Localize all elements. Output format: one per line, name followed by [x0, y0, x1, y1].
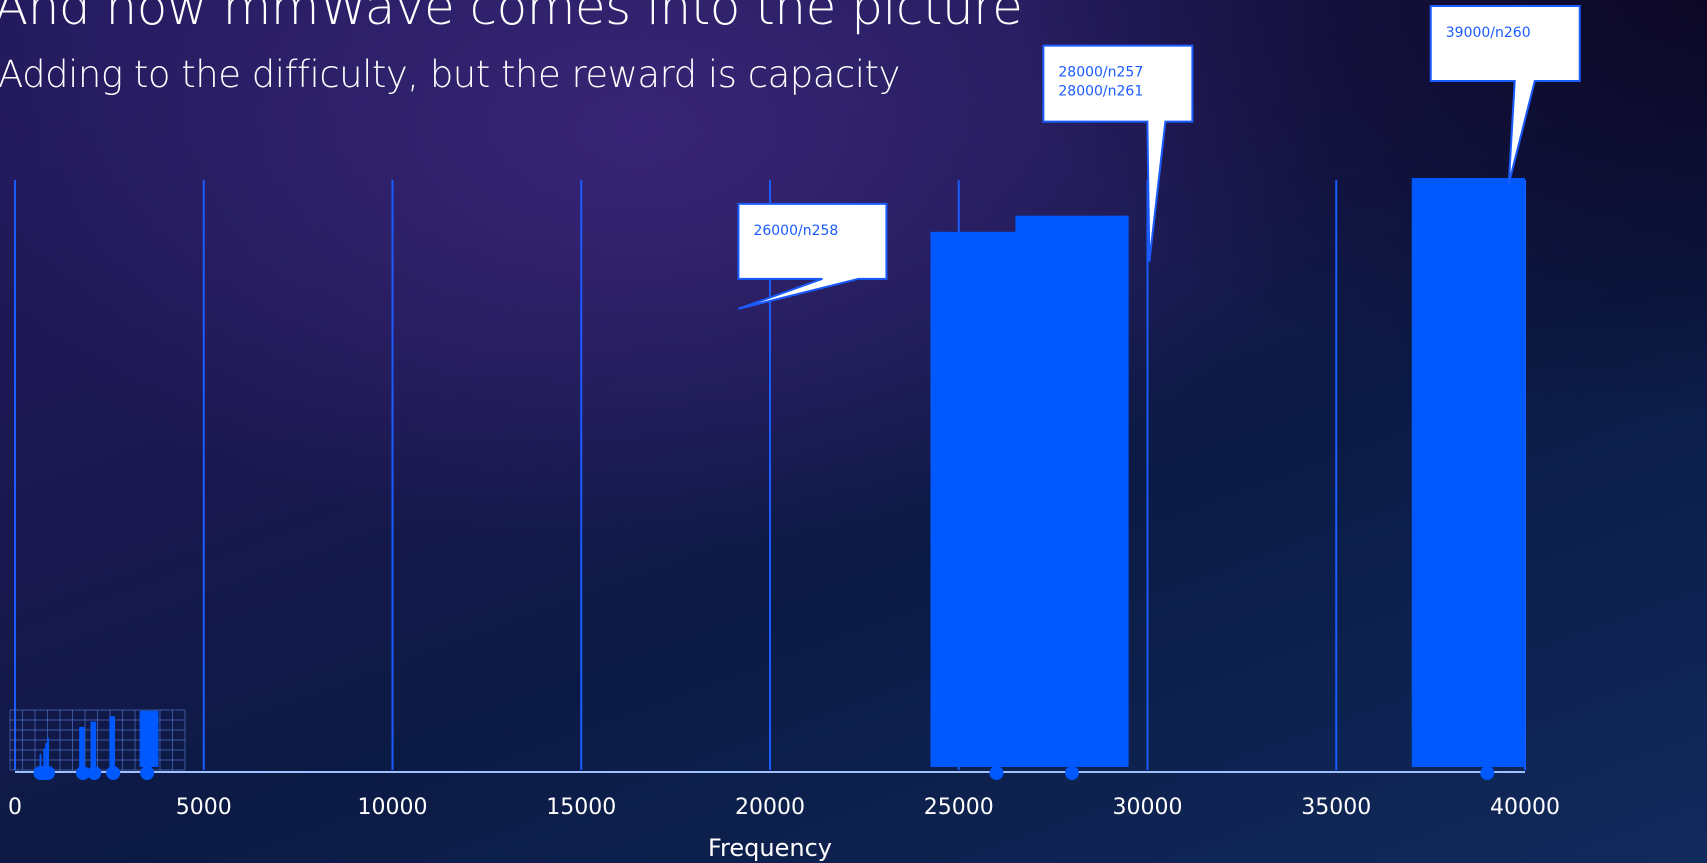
bar-7 [139, 710, 159, 767]
x-tick-label-0: 0 [8, 795, 22, 820]
callout-2: 39000/n260 [1429, 5, 1581, 185]
low-band-inset-grid [9, 709, 186, 771]
bar-3 [47, 737, 49, 767]
callout-label-0-0: 26000/n258 [753, 223, 838, 239]
callout-box-0 [737, 202, 888, 310]
bars [39, 178, 1525, 767]
marker-9 [1065, 766, 1079, 780]
x-tick-label-8: 40000 [1490, 795, 1560, 820]
x-tick-labels: 0 5000 10000 15000 20000 25000 30000 35000 40000 [8, 795, 1560, 820]
callouts: 26000/n258 28000/n257 28000/n261 39000/n260 [737, 5, 1581, 310]
callout-box-2 [1429, 5, 1581, 185]
callout-1: 28000/n257 28000/n261 [1042, 44, 1194, 262]
bar-10 [1411, 178, 1525, 767]
bar-4 [79, 726, 85, 767]
callout-box-1 [1042, 44, 1194, 262]
callout-label-1-1: 28000/n261 [1058, 84, 1143, 100]
x-tick-label-1: 5000 [176, 795, 232, 820]
callout-0: 26000/n258 [737, 202, 888, 310]
marker-8 [989, 766, 1004, 780]
x-tick-label-2: 10000 [358, 795, 428, 820]
bar-5 [90, 721, 97, 767]
callout-label-1-0: 28000/n257 [1058, 65, 1143, 81]
marker-4 [75, 766, 90, 780]
x-tick-label-4: 20000 [735, 795, 805, 820]
bar-6 [109, 716, 116, 767]
marker-3 [41, 766, 56, 780]
x-tick-label-6: 30000 [1113, 795, 1183, 820]
bar-1 [43, 748, 46, 767]
marker-7 [140, 766, 155, 780]
x-axis-label: Frequency [708, 834, 832, 862]
x-tick-label-3: 15000 [546, 795, 616, 820]
marker-10 [1480, 766, 1495, 780]
x-tick-label-7: 35000 [1301, 795, 1371, 820]
bar-2 [45, 743, 48, 767]
bar-9 [1015, 215, 1129, 767]
callout-label-2-0: 39000/n260 [1446, 25, 1531, 41]
marker-6 [106, 766, 121, 780]
marker-5 [87, 766, 102, 780]
x-tick-label-5: 25000 [924, 795, 994, 820]
bar-markers [33, 766, 1495, 780]
bar-0 [39, 753, 42, 767]
slide-title: And now mmWave comes into the picture [0, 0, 1023, 36]
slide-subtitle: Adding to the difficulty, but the reward… [0, 53, 900, 96]
